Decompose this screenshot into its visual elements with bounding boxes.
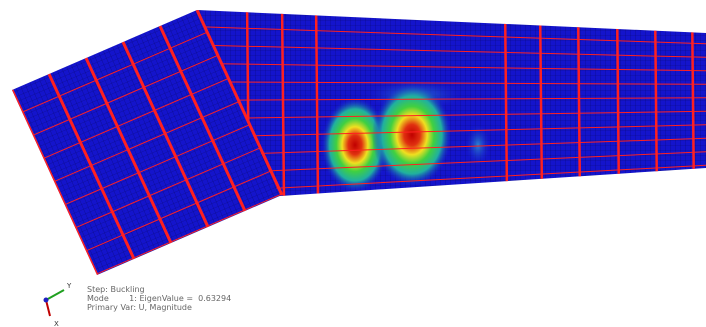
y-axis-arrow	[46, 290, 64, 300]
legend-line: Step: Buckling	[87, 285, 145, 294]
legend: Step: Buckling Mode 1: EigenValue = 0.63…	[87, 285, 231, 312]
contour	[372, 83, 452, 187]
legend-line: Mode 1: EigenValue = 0.63294	[87, 294, 231, 303]
triad: Y X	[44, 282, 73, 327]
contour	[465, 123, 491, 167]
stiffener	[692, 0, 694, 200]
y-label: Y	[66, 282, 72, 290]
legend-line: Primary Var: U, Magnitude	[87, 303, 192, 312]
x-label: X	[54, 320, 59, 327]
z-axis	[44, 298, 49, 303]
viewport: Y X Step: Buckling Mode 1: EigenValue = …	[0, 0, 706, 327]
